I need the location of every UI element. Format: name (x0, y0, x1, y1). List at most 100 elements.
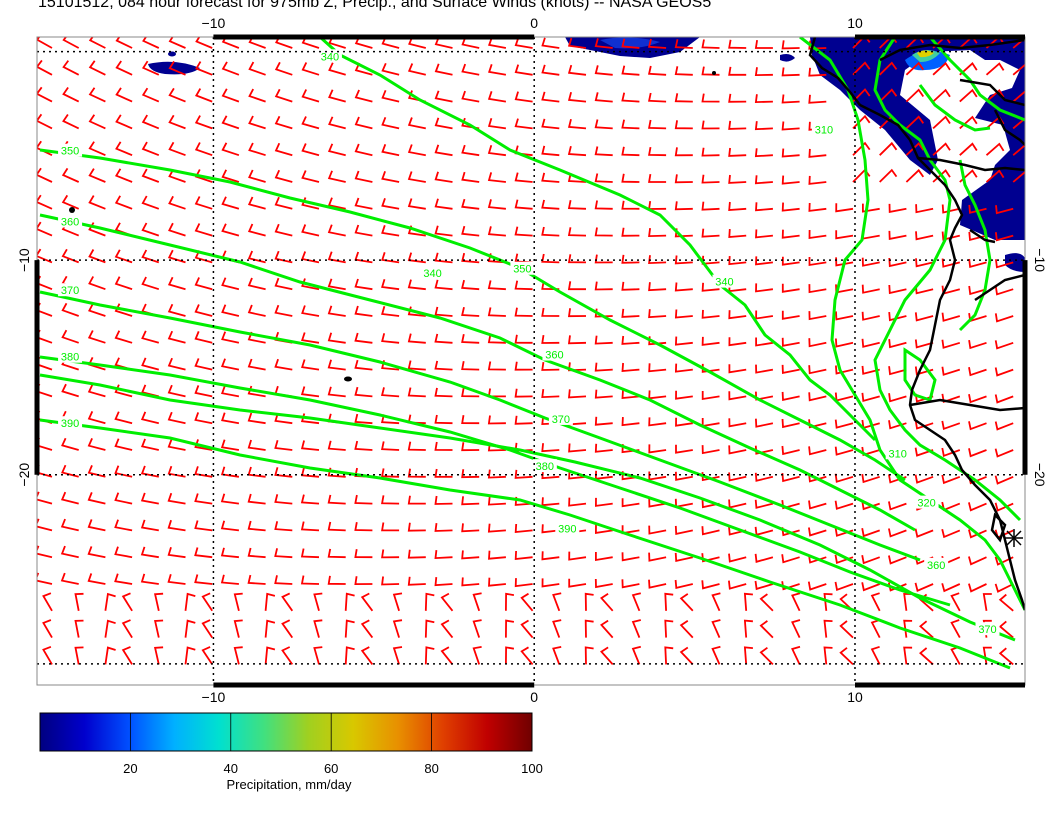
wind-barb (221, 331, 240, 344)
wind-barb (274, 467, 293, 478)
wind-barb (834, 446, 854, 456)
wind-barb (648, 498, 667, 508)
wind-barb (914, 528, 934, 538)
wind-barb (870, 645, 881, 665)
wind-barb (514, 550, 533, 561)
wind-barb (759, 620, 774, 639)
wind-barb (674, 282, 693, 292)
wind-barb (141, 114, 160, 130)
wind-barb (434, 63, 453, 76)
wind-barb (407, 522, 426, 532)
wind-barb (37, 221, 53, 237)
wind-barb (301, 224, 320, 237)
wind-barb (487, 523, 506, 533)
wind-barb (621, 308, 640, 318)
wind-barb (472, 592, 482, 612)
wind-barb (264, 619, 276, 638)
wind-barb (728, 66, 747, 76)
wind-barb (140, 465, 159, 478)
wind-barb (220, 547, 239, 559)
wind-barb (344, 619, 355, 638)
wind-barb (950, 592, 961, 612)
wind-barb (233, 619, 243, 638)
wind-barb (674, 552, 693, 563)
wind-barb (194, 385, 213, 398)
wind-barb (61, 167, 80, 183)
wind-barb (407, 333, 426, 344)
wind-barb (392, 619, 403, 638)
wind-barb (648, 92, 667, 103)
wind-barb (434, 171, 453, 183)
wind-barb (247, 439, 266, 451)
wind-barb (248, 61, 266, 76)
wind-barb (434, 468, 453, 478)
tick-label-lat-left: −10 (16, 248, 32, 272)
wind-barb (755, 418, 774, 428)
wind-barb (600, 619, 614, 639)
wind-barb (621, 227, 640, 237)
wind-barb (248, 88, 266, 103)
wind-barb (807, 581, 827, 591)
wind-barb (167, 438, 186, 451)
wind-barb (461, 90, 480, 103)
wind-barb (194, 574, 213, 585)
wind-barb (194, 439, 213, 451)
wind-barb (674, 174, 693, 184)
wind-barb (679, 619, 694, 639)
wind-barb (141, 141, 160, 157)
wind-barb (701, 174, 720, 184)
wind-barb (994, 448, 1014, 458)
tick-label-lat-right: −10 (1032, 248, 1048, 272)
tick-label-lon-top: 0 (530, 15, 538, 31)
contour-label-bg (548, 411, 573, 425)
wind-barb (728, 310, 747, 320)
wind-barb (167, 519, 186, 532)
wind-barb (621, 173, 640, 183)
wind-barb (354, 170, 373, 183)
wind-barb (88, 114, 106, 130)
wind-barb (791, 592, 801, 612)
wind-barb (541, 37, 560, 49)
wind-barb (60, 572, 79, 585)
wind-barb (360, 619, 374, 639)
wind-barb (998, 647, 1014, 666)
wind-barb (434, 495, 453, 505)
wind-barb (184, 646, 196, 665)
wind-barb (141, 330, 160, 344)
wind-barb (781, 148, 800, 158)
wind-barb (461, 279, 480, 291)
contour-label: 370 (61, 285, 79, 297)
wind-barb (998, 620, 1014, 639)
wind-barb (823, 646, 833, 665)
wind-barb (861, 257, 880, 267)
wind-barb (195, 37, 213, 49)
wind-barb (300, 386, 320, 398)
wind-barb (621, 389, 640, 399)
wind-barb (808, 284, 827, 294)
wind-barb (567, 227, 587, 237)
wind-barb (407, 441, 426, 451)
wind-barb (300, 494, 320, 505)
wind-barb (301, 278, 320, 291)
contour-line-inner2 (918, 84, 991, 132)
wind-barb (115, 87, 133, 103)
wind-barb (755, 337, 774, 347)
wind-barb (541, 334, 560, 344)
wind-barb (621, 38, 640, 49)
wind-barb (141, 60, 160, 76)
tick-label-lon-bottom: 0 (530, 689, 538, 705)
wind-barb (281, 592, 294, 612)
wind-barb (194, 547, 213, 559)
wind-barb (552, 592, 562, 612)
wind-barb (487, 334, 506, 344)
contour-line-390a (39, 418, 1011, 670)
wind-barb (274, 223, 293, 237)
wind-barb (115, 141, 133, 157)
wind-barb (461, 388, 480, 398)
wind-barb (808, 446, 827, 456)
wind-barb (274, 494, 293, 505)
contour-label-bg (58, 214, 83, 228)
wind-barb (754, 121, 773, 131)
wind-barb (754, 499, 774, 509)
wind-barb (461, 469, 480, 479)
